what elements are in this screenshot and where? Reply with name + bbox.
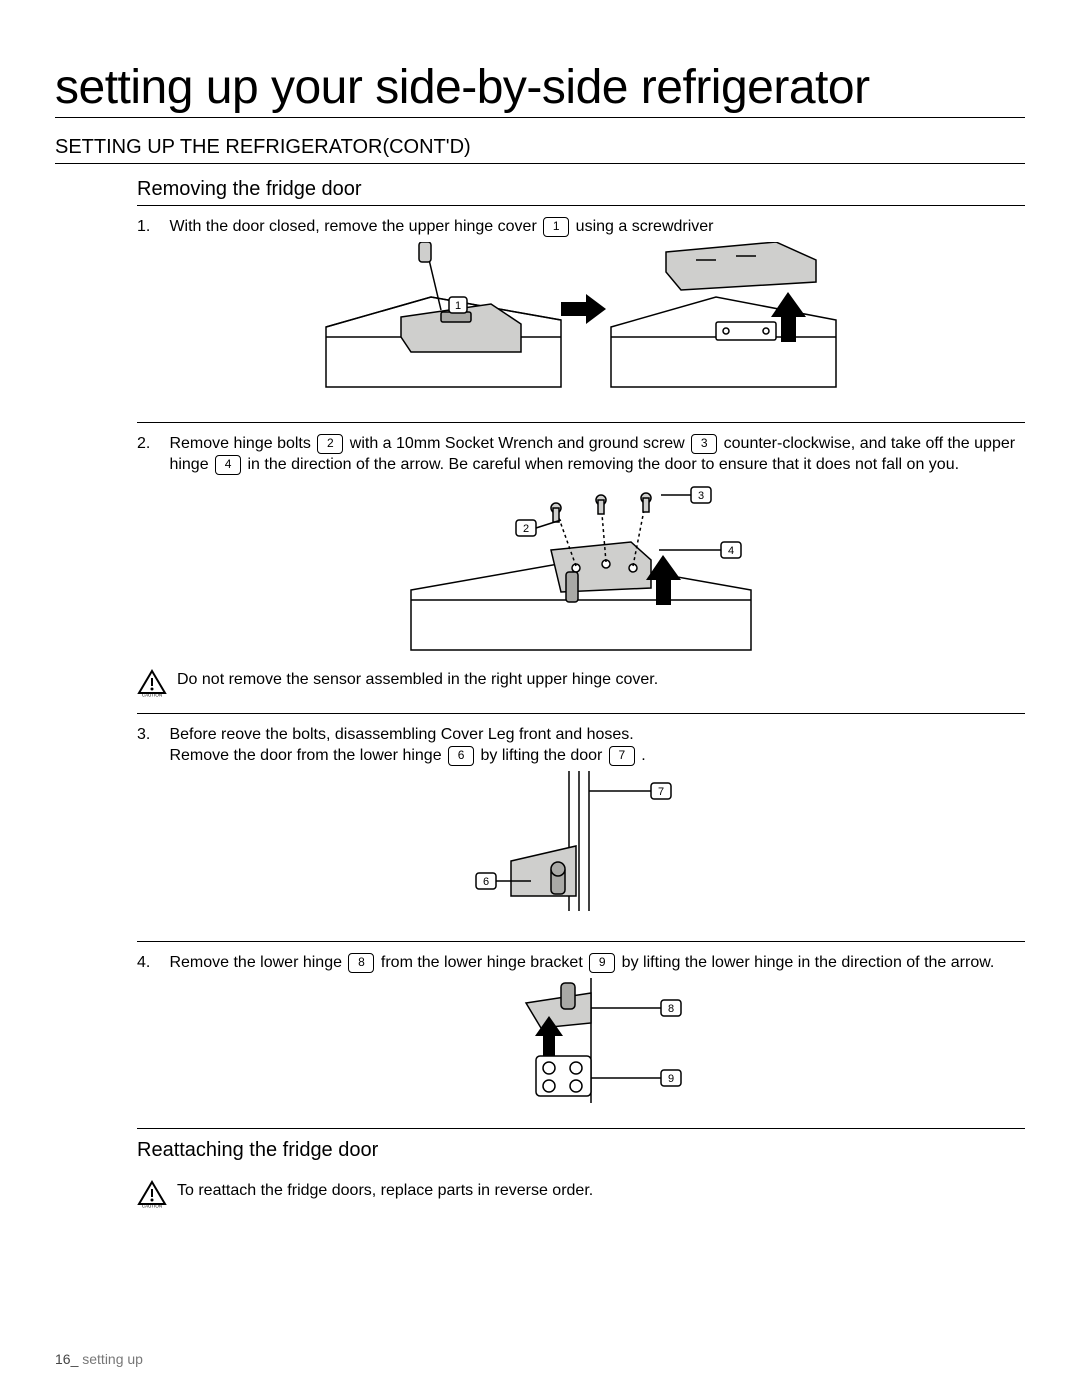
main-title: setting up your side-by-side refrigerato…	[55, 60, 1025, 118]
caution-text: To reattach the fridge doors, replace pa…	[177, 1180, 593, 1200]
figure-step1: 1	[321, 242, 841, 402]
caution-text: Do not remove the sensor assembled in th…	[177, 669, 658, 689]
manual-page: setting up your side-by-side refrigerato…	[0, 0, 1080, 1397]
steps-list-4: 4. Remove the lower hinge 8 from the low…	[137, 952, 1025, 1118]
page-footer: 16_ setting up	[55, 1351, 143, 1367]
caution-icon: CAUTION	[137, 669, 167, 697]
ref-2: 2	[317, 434, 343, 454]
step-3: 3. Before reove the bolts, disassembling…	[137, 724, 1025, 931]
callout-7: 7	[658, 786, 664, 798]
svg-text:CAUTION: CAUTION	[142, 692, 162, 697]
footer-label: setting up	[78, 1351, 143, 1367]
figure-step2: 2 3 4	[401, 480, 761, 655]
divider	[137, 941, 1025, 942]
caution-reattach: CAUTION To reattach the fridge doors, re…	[137, 1176, 1025, 1214]
caution-step2: CAUTION Do not remove the sensor assembl…	[137, 665, 1025, 703]
callout-8: 8	[668, 1003, 674, 1015]
ref-4: 4	[215, 455, 241, 475]
ref-7: 7	[609, 746, 635, 766]
divider	[137, 1128, 1025, 1129]
removing-section: Removing the fridge door 1. With the doo…	[137, 178, 1025, 1214]
ref-3: 3	[691, 434, 717, 454]
step-number: 4.	[137, 952, 165, 974]
ref-1: 1	[543, 217, 569, 237]
caution-icon: CAUTION	[137, 1180, 167, 1208]
figure-step4: 8 9	[441, 978, 721, 1108]
callout-2: 2	[523, 523, 529, 535]
svg-text:CAUTION: CAUTION	[142, 1203, 162, 1208]
divider	[137, 713, 1025, 714]
step-number: 2.	[137, 433, 165, 455]
ref-9: 9	[589, 953, 615, 973]
removing-heading: Removing the fridge door	[137, 178, 1025, 206]
figure-step3: 6 7	[451, 771, 711, 921]
callout-4: 4	[728, 545, 734, 557]
step-1: 1. With the door closed, remove the uppe…	[137, 216, 1025, 412]
reattach-heading: Reattaching the fridge door	[137, 1139, 1025, 1166]
callout-6: 6	[483, 876, 489, 888]
steps-list-3: 3. Before reove the bolts, disassembling…	[137, 724, 1025, 931]
steps-list: 1. With the door closed, remove the uppe…	[137, 216, 1025, 412]
ref-8: 8	[348, 953, 374, 973]
ref-6: 6	[448, 746, 474, 766]
step-2: 2. Remove hinge bolts 2 with a 10mm Sock…	[137, 433, 1025, 665]
section-title: SETTING UP THE REFRIGERATOR(CONT'D)	[55, 136, 1025, 164]
steps-list-2: 2. Remove hinge bolts 2 with a 10mm Sock…	[137, 433, 1025, 665]
callout-3: 3	[698, 490, 704, 502]
callout-1: 1	[455, 300, 461, 312]
divider	[137, 422, 1025, 423]
step-number: 1.	[137, 216, 165, 238]
page-number: 16_	[55, 1351, 78, 1367]
step-text: Before reove the bolts, disassembling Co…	[169, 724, 1023, 767]
step-number: 3.	[137, 724, 165, 746]
step-text: Remove the lower hinge 8 from the lower …	[169, 952, 1023, 974]
callout-9: 9	[668, 1073, 674, 1085]
step-text: With the door closed, remove the upper h…	[169, 216, 1023, 238]
step-4: 4. Remove the lower hinge 8 from the low…	[137, 952, 1025, 1118]
step-text: Remove hinge bolts 2 with a 10mm Socket …	[169, 433, 1023, 476]
